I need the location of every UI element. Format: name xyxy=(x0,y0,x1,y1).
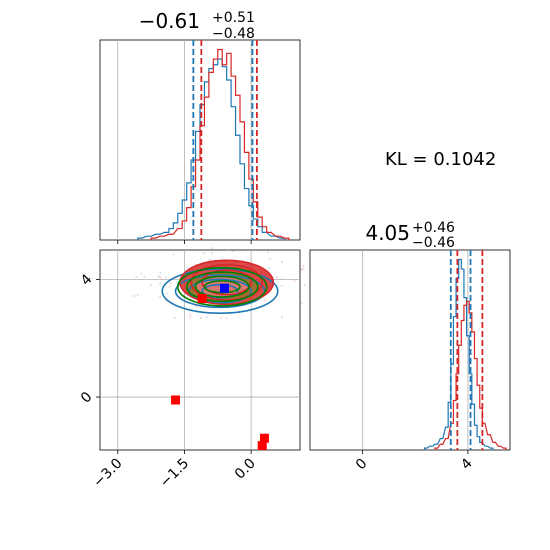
scatter-point xyxy=(189,316,192,319)
contour-series xyxy=(161,259,279,315)
scatter-point xyxy=(173,316,176,319)
title-right-plus: +0.46 xyxy=(412,220,455,236)
grid-top xyxy=(117,40,252,240)
scatter-point xyxy=(267,251,270,254)
tick-label-contour-x-1: −1.5 xyxy=(157,456,192,491)
contour-line-0-0 xyxy=(161,268,279,315)
marker-square-0 xyxy=(219,283,229,293)
scatter-point xyxy=(208,258,211,261)
quantile-lines-right xyxy=(449,250,484,450)
scatter-point xyxy=(136,294,139,297)
scatter-point xyxy=(267,267,270,270)
scatter-point xyxy=(280,316,283,319)
scatter-point xyxy=(302,267,305,270)
scatter-point xyxy=(227,248,230,251)
title-right-value: 4.05 xyxy=(365,221,410,245)
tick-label-contour-x-0: −3.0 xyxy=(90,456,125,491)
scatter-point xyxy=(189,314,192,317)
tick-label-contour-y-0: 0 xyxy=(78,389,96,407)
scatter-point xyxy=(205,316,208,319)
scatter-point xyxy=(169,281,172,284)
scatter-point xyxy=(140,272,143,275)
title-top-plus: +0.51 xyxy=(212,10,255,26)
scatter-point xyxy=(143,275,146,278)
marker-square-2 xyxy=(171,395,181,405)
title-right-minus: −0.46 xyxy=(412,235,455,251)
scatter-point xyxy=(159,282,162,285)
scatter-point xyxy=(302,264,305,267)
histogram-line-right-0 xyxy=(423,258,494,450)
marker-square-1 xyxy=(197,294,207,304)
scatter-point xyxy=(303,283,306,286)
title-top-minus: −0.48 xyxy=(212,26,255,42)
panel-frame-right xyxy=(309,249,511,451)
scatter-point xyxy=(300,301,303,304)
scatter-point xyxy=(165,292,168,295)
scatter-point xyxy=(211,247,214,250)
scatter-point xyxy=(159,271,162,274)
title-top-value: −0.61 xyxy=(139,9,200,33)
histogram-panel-top xyxy=(99,39,301,244)
marker-points xyxy=(171,283,269,451)
scatter-point xyxy=(171,301,174,304)
scatter-point xyxy=(150,284,153,287)
scatter-point xyxy=(275,276,278,279)
scatter-point xyxy=(203,252,206,255)
scatter-point xyxy=(268,257,271,260)
scatter-point xyxy=(293,280,296,283)
contour-line-1-1 xyxy=(190,263,264,301)
scatter-point xyxy=(159,295,162,298)
tick-label-contour-x-2: 0.0 xyxy=(232,456,259,483)
scatter-point xyxy=(168,285,171,288)
scatter-point xyxy=(300,268,303,271)
contour-line-1-2 xyxy=(201,269,252,296)
kl-annotation: KL = 0.1042 xyxy=(385,149,496,170)
scatter-point xyxy=(164,276,167,279)
marker-square-4 xyxy=(257,441,267,451)
scatter-point xyxy=(210,251,213,254)
scatter-point xyxy=(281,278,284,281)
scatter-point xyxy=(281,261,284,264)
scatter-point xyxy=(132,295,135,298)
scatter-point xyxy=(195,305,198,308)
histogram-series-top xyxy=(137,48,290,240)
scatter-point xyxy=(158,275,161,278)
contour-line-2-2 xyxy=(194,275,250,298)
histogram-line-top-1 xyxy=(150,48,290,240)
scatter-point xyxy=(280,284,283,287)
contour-line-1-0 xyxy=(179,259,275,306)
scatter-point xyxy=(264,299,267,302)
scatter-point xyxy=(160,277,163,280)
scatter-point xyxy=(232,250,235,253)
contour-panel: −3.0 −1.5 0.0 0 4 xyxy=(78,247,312,491)
tick-label-right-0: 0 xyxy=(353,456,371,474)
scatter-point xyxy=(200,317,203,320)
scatter-point xyxy=(186,266,189,269)
grid-right xyxy=(362,250,469,450)
scatter-point xyxy=(219,316,222,319)
marker-square-3 xyxy=(259,433,269,443)
contour-line-0-1 xyxy=(174,274,266,309)
tick-label-right-1: 4 xyxy=(458,455,476,473)
contour-line-2-0 xyxy=(176,266,268,307)
contour-line-2-1 xyxy=(185,271,259,303)
scatter-point xyxy=(172,253,175,256)
scatter-point xyxy=(135,275,138,278)
scatter-point xyxy=(225,317,228,320)
ticks-top xyxy=(117,240,252,244)
quantile-lines-top xyxy=(192,40,258,240)
tick-label-contour-y-1: 4 xyxy=(78,271,96,289)
